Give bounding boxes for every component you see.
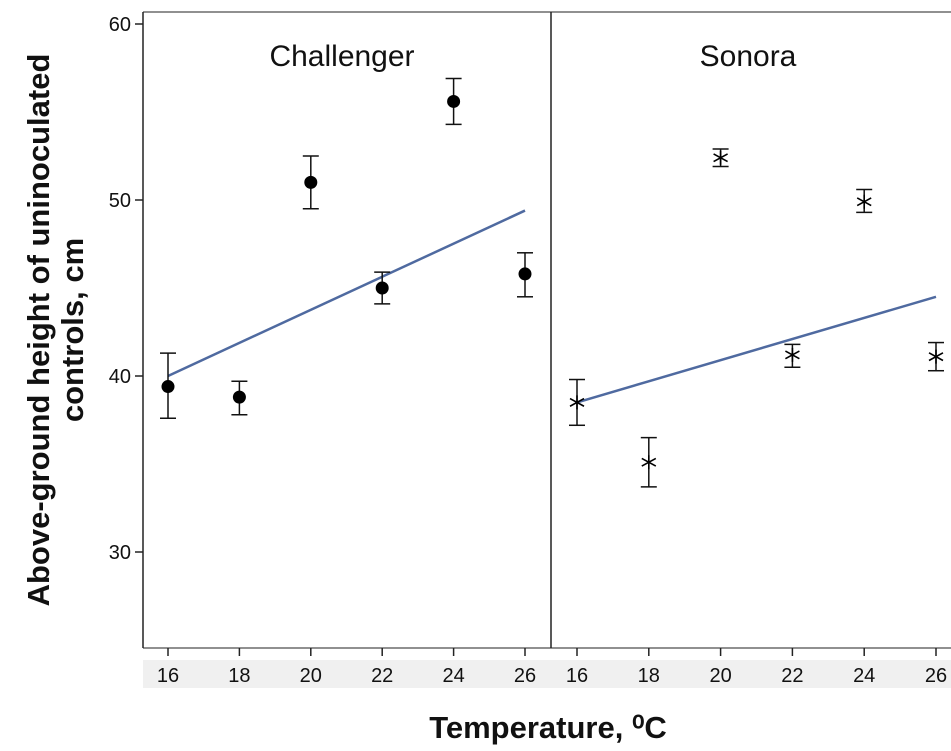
data-point-asterisk bbox=[641, 455, 657, 470]
data-point-circle bbox=[518, 267, 532, 281]
y-axis: 30 40 50 60 bbox=[109, 14, 143, 564]
data-point-circle bbox=[375, 281, 389, 295]
data-point-circle bbox=[161, 380, 175, 394]
data-point-asterisk bbox=[569, 395, 585, 410]
data-point-asterisk bbox=[928, 349, 944, 364]
data-point-asterisk bbox=[856, 194, 872, 209]
y-axis-title-line-1: Above-ground height of uninoculated bbox=[21, 54, 56, 607]
data-point-asterisk bbox=[785, 347, 800, 362]
data-point-circle bbox=[447, 94, 461, 108]
data-markers bbox=[160, 77, 944, 488]
panel-title-challenger: Challenger bbox=[269, 40, 414, 73]
x-tick-label: 26 bbox=[514, 665, 536, 687]
data-point-circle bbox=[232, 390, 246, 404]
x-tick-label: 16 bbox=[157, 665, 179, 687]
y-tick-label: 60 bbox=[109, 14, 131, 36]
y-tick-label: 40 bbox=[109, 366, 131, 388]
plot-area-band bbox=[143, 660, 951, 688]
asterisk-stroke bbox=[928, 352, 944, 362]
asterisk-stroke bbox=[785, 350, 800, 360]
x-tick-label: 26 bbox=[925, 665, 947, 687]
fit-line-challenger bbox=[167, 209, 526, 378]
x-tick-label: 18 bbox=[228, 665, 250, 687]
x-tick-label: 20 bbox=[300, 665, 322, 687]
y-tick-label: 30 bbox=[109, 542, 131, 564]
x-axis: 16 18 20 22 24 26 16 18 20 22 24 26 bbox=[157, 648, 947, 687]
fit-line-sonora bbox=[576, 295, 937, 404]
x-tick-label: 18 bbox=[638, 665, 660, 687]
x-tick-label: 24 bbox=[442, 665, 464, 687]
y-tick-label: 50 bbox=[109, 190, 131, 212]
x-tick-label: 16 bbox=[566, 665, 588, 687]
x-tick-label: 24 bbox=[853, 665, 875, 687]
asterisk-stroke bbox=[713, 153, 728, 163]
asterisk-stroke bbox=[856, 197, 872, 207]
panel-title-sonora: Sonora bbox=[700, 40, 797, 73]
asterisk-stroke bbox=[569, 397, 585, 407]
data-point-circle bbox=[304, 175, 318, 189]
x-tick-label: 22 bbox=[371, 665, 393, 687]
asterisk-stroke bbox=[641, 457, 657, 467]
y-axis-title-line-2: controls, cm bbox=[55, 238, 90, 422]
panel-borders bbox=[142, 11, 951, 649]
x-axis-title: Temperature, ⁰C bbox=[429, 710, 667, 745]
x-tick-label: 20 bbox=[709, 665, 731, 687]
fit-lines bbox=[167, 209, 937, 404]
x-tick-label: 22 bbox=[781, 665, 803, 687]
data-point-asterisk bbox=[713, 150, 728, 165]
